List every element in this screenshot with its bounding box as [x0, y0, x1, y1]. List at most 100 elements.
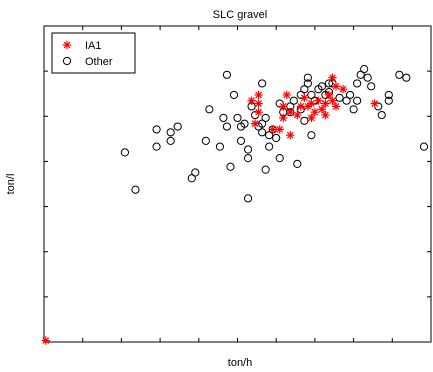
data-point-other: [349, 105, 358, 114]
data-point-ia1: [321, 110, 330, 120]
data-point-other: [342, 96, 351, 105]
data-point-ia1: [254, 90, 263, 100]
data-point-other: [384, 90, 393, 100]
data-point-other: [201, 136, 210, 146]
data-point-other: [402, 73, 411, 82]
legend-box: [51, 32, 136, 74]
data-point-ia1: [331, 82, 341, 91]
data-point-other: [240, 119, 249, 128]
data-point-other: [226, 162, 235, 171]
data-point-other: [243, 194, 253, 203]
data-point-other: [258, 79, 267, 88]
data-point-ia1: [286, 107, 295, 117]
data-point-other: [173, 122, 182, 131]
legend: IA1 Other: [51, 32, 136, 74]
data-point-other: [395, 70, 404, 79]
data-point-ia1: [300, 93, 309, 103]
series-ia1: [41, 73, 379, 345]
y-axis-label: ton/l: [5, 174, 17, 195]
data-point-ia1: [254, 107, 263, 117]
legend-label-ia1: IA1: [85, 40, 102, 52]
data-point-ia1: [247, 96, 256, 105]
data-point-ia1: [41, 336, 50, 345]
data-point-ia1: [307, 113, 316, 123]
data-point-ia1: [279, 102, 288, 111]
data-point-other: [131, 185, 140, 194]
data-point-other: [191, 168, 200, 177]
data-points: [41, 64, 429, 345]
data-point-other: [384, 96, 393, 105]
axis-ticks: [43, 25, 432, 343]
series-other: [120, 64, 429, 203]
chart-title: SLC gravel: [213, 9, 267, 21]
data-point-other: [360, 64, 369, 74]
data-point-ia1: [328, 73, 337, 82]
data-point-ia1: [370, 99, 379, 108]
data-point-ia1: [314, 96, 323, 105]
data-point-other: [307, 90, 316, 100]
data-point-other: [307, 131, 316, 140]
plot-area: [43, 25, 432, 343]
data-point-ia1: [286, 130, 295, 140]
data-point-other: [205, 105, 214, 114]
data-point-ia1: [324, 90, 334, 100]
data-point-ia1: [296, 102, 306, 111]
data-point-other: [236, 136, 246, 146]
data-point-ia1: [310, 107, 320, 117]
data-point-other: [367, 82, 376, 91]
legend-ia1-marker: [62, 40, 72, 50]
data-point-other: [335, 93, 344, 102]
data-point-ia1: [268, 125, 277, 134]
legend-other-symbol: [62, 56, 72, 66]
data-point-other: [222, 70, 232, 79]
data-point-other: [419, 142, 429, 151]
data-point-other: [187, 174, 196, 183]
data-point-ia1: [338, 85, 348, 94]
data-point-other: [265, 142, 274, 151]
data-point-other: [215, 142, 225, 151]
data-point-ia1: [317, 105, 327, 114]
data-point-ia1: [254, 99, 263, 108]
data-point-other: [275, 154, 284, 163]
data-point-ia1: [282, 90, 291, 100]
data-point-other: [261, 113, 270, 123]
legend-ia1-symbol: [62, 40, 72, 50]
data-point-other: [233, 113, 242, 123]
data-point-other: [300, 116, 309, 125]
data-point-other: [317, 82, 327, 91]
data-point-other: [152, 142, 161, 151]
data-point-ia1: [275, 125, 284, 134]
data-point-other: [353, 96, 362, 105]
data-point-other: [229, 90, 239, 100]
legend-label-other: Other: [85, 56, 113, 68]
data-point-ia1: [307, 99, 316, 108]
data-point-other: [293, 159, 302, 168]
data-point-ia1: [328, 96, 337, 105]
data-point-other: [222, 122, 232, 131]
data-point-other: [345, 90, 355, 100]
data-point-other: [289, 96, 298, 105]
data-point-other: [258, 128, 267, 137]
data-point-ia1: [250, 119, 260, 128]
data-point-other: [166, 128, 175, 137]
data-point-ia1: [293, 110, 302, 120]
data-point-other: [265, 131, 274, 140]
data-point-other: [120, 148, 130, 157]
data-point-other: [272, 133, 281, 143]
data-point-other: [377, 110, 386, 120]
data-point-other: [243, 154, 253, 163]
data-point-other: [356, 70, 365, 79]
data-point-other: [166, 136, 175, 146]
data-point-ia1: [331, 102, 341, 111]
data-point-ia1: [279, 113, 288, 123]
data-point-other: [152, 125, 161, 134]
data-point-other: [324, 79, 334, 88]
data-point-other: [303, 73, 312, 82]
data-point-other: [303, 79, 312, 88]
data-point-other: [300, 85, 309, 94]
data-point-other: [363, 73, 372, 82]
data-point-other: [261, 165, 270, 174]
data-point-other: [219, 113, 228, 123]
legend-other-marker: [62, 56, 72, 66]
